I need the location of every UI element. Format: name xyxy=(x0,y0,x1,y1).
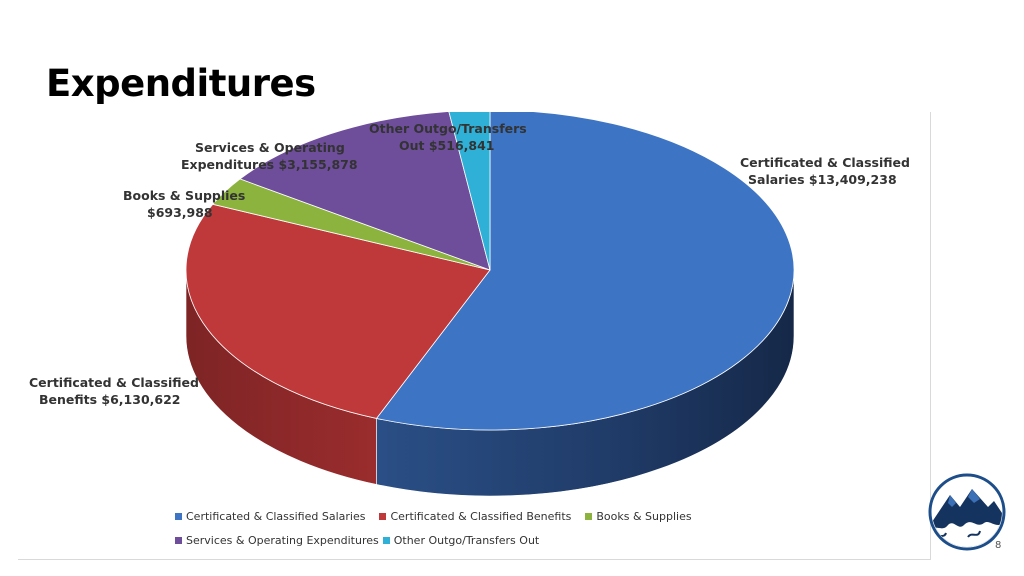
data-label-books: Books & Supplies $693,988 xyxy=(123,188,246,220)
mountain-logo-icon xyxy=(928,473,1006,551)
legend-item-salaries: Certificated & Classified Salaries xyxy=(175,510,365,523)
legend-item-other: Other Outgo/Transfers Out xyxy=(382,534,539,547)
data-label-other: Other Outgo/Transfers Out $516,841 xyxy=(369,121,527,153)
legend-item-benefits: Certificated & Classified Benefits xyxy=(379,510,571,523)
data-label-services: Services & Operating Expenditures $3,155… xyxy=(181,140,358,172)
page-title: Expenditures xyxy=(46,62,316,105)
data-label-salaries: Certificated & Classified Salaries $13,4… xyxy=(740,155,910,187)
page-number: 8 xyxy=(995,540,1002,551)
pie-chart xyxy=(185,112,795,497)
legend-swatch xyxy=(175,513,182,520)
legend-swatch xyxy=(382,537,390,544)
legend-row-1: Certificated & Classified Salaries Certi… xyxy=(175,510,706,523)
pie-slice-other xyxy=(448,112,491,271)
chart-area: Certificated & Classified Salaries $13,4… xyxy=(18,112,931,560)
pie-slice-services xyxy=(239,112,491,271)
data-label-benefits: Certificated & Classified Benefits $6,13… xyxy=(29,375,199,407)
legend-swatch xyxy=(379,513,387,520)
legend-swatch xyxy=(585,513,593,520)
legend-row-2: Services & Operating Expenditures Other … xyxy=(175,534,553,547)
pie-slice-benefits xyxy=(185,203,491,419)
legend-swatch xyxy=(175,537,182,544)
pie-slice-salaries xyxy=(375,112,795,431)
legend-item-services: Services & Operating Expenditures xyxy=(175,534,379,547)
legend-item-books: Books & Supplies xyxy=(585,510,692,523)
